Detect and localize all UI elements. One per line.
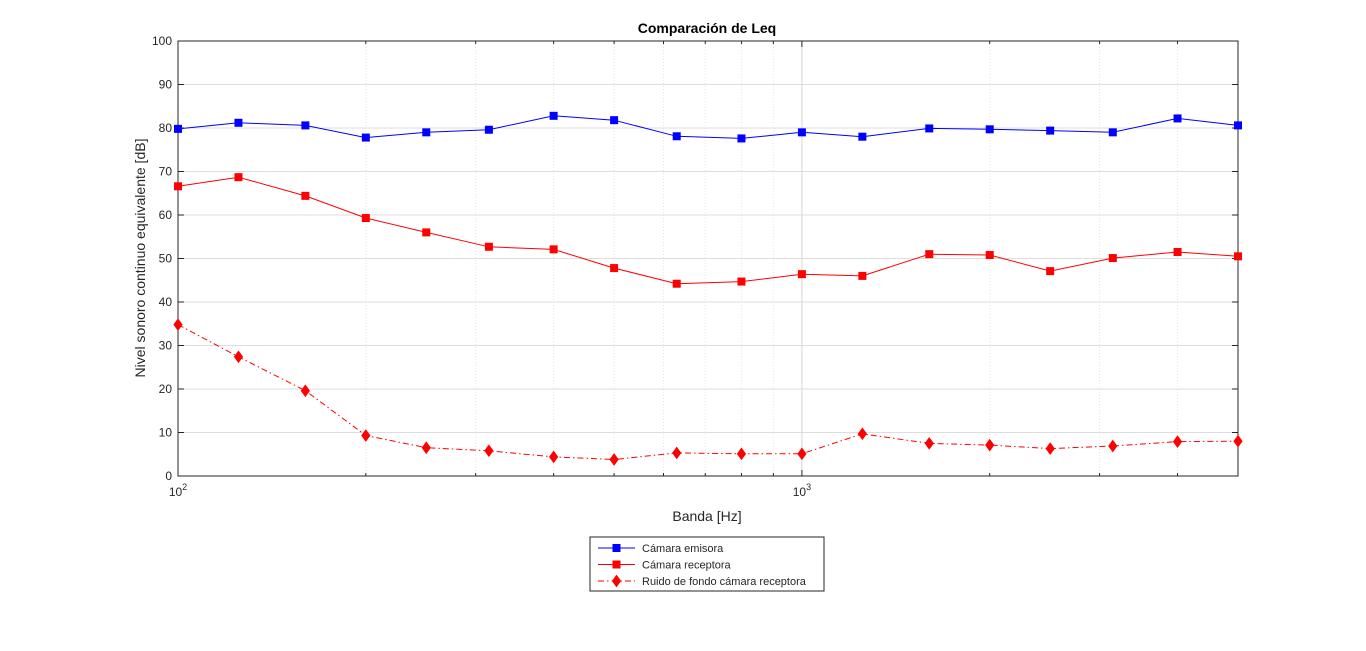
data-point — [857, 427, 867, 441]
data-point — [1045, 442, 1055, 455]
data-point — [737, 134, 746, 143]
y-tick-label: 30 — [159, 339, 173, 353]
data-point — [484, 242, 493, 251]
series-line — [177, 115, 1239, 139]
data-point — [611, 574, 622, 588]
series-line — [177, 176, 1239, 285]
data-point — [736, 447, 747, 461]
data-point — [549, 450, 559, 464]
y-tick-label: 40 — [159, 295, 173, 309]
data-point — [925, 124, 934, 133]
x-tick-label: 103 — [793, 482, 811, 499]
data-point — [549, 111, 558, 120]
y-tick-label: 60 — [159, 208, 173, 222]
data-point — [610, 264, 619, 273]
legend: Cámara emisora Cámara receptora Ruido de f… — [589, 536, 825, 592]
data-point — [1108, 254, 1117, 263]
data-point — [672, 446, 682, 460]
y-tick-label: 100 — [152, 34, 172, 48]
data-point — [1234, 252, 1242, 261]
x-tick-label-exponent: 3 — [806, 482, 811, 492]
y-tick-label: 50 — [159, 252, 173, 266]
data-point — [1233, 434, 1243, 448]
data-point — [797, 447, 807, 461]
data-point — [672, 279, 681, 288]
x-tick-label-base: 10 — [793, 485, 807, 499]
y-tick-label: 90 — [159, 78, 173, 92]
data-point — [233, 350, 244, 364]
data-point — [300, 384, 310, 398]
y-tick-label: 10 — [159, 426, 173, 440]
y-axis-label: Nivel sonoro continuo equivalente [dB] — [132, 139, 148, 378]
data-point — [737, 277, 746, 286]
x-tick-label-base: 10 — [169, 485, 183, 499]
legend-label: Cámara emisora — [642, 543, 724, 555]
y-tick-label: 80 — [159, 121, 173, 135]
data-point — [484, 125, 493, 134]
series-group — [174, 173, 1242, 288]
data-point — [858, 132, 867, 141]
data-point — [1173, 247, 1182, 256]
data-point — [174, 124, 182, 133]
data-point — [1108, 439, 1118, 453]
data-point — [612, 544, 621, 552]
data-point — [549, 245, 558, 254]
data-point — [421, 441, 431, 455]
data-point — [173, 318, 183, 331]
data-point — [422, 128, 431, 137]
data-point — [610, 116, 619, 125]
data-point — [361, 133, 370, 142]
series-group — [174, 111, 1242, 143]
x-tick-label: 102 — [169, 482, 187, 499]
data-point — [361, 429, 371, 442]
y-tick-label: 0 — [165, 469, 172, 483]
x-axis-label: Banda [Hz] — [672, 508, 741, 524]
data-point — [612, 560, 621, 569]
data-point — [985, 438, 995, 452]
data-point — [1046, 126, 1055, 135]
data-point — [174, 182, 182, 191]
chart-title: Comparación de Leq — [638, 20, 776, 36]
data-point — [924, 437, 934, 450]
series-line — [177, 324, 1239, 461]
data-point — [925, 250, 934, 259]
data-point — [1108, 128, 1117, 137]
data-series — [173, 111, 1243, 466]
grid-lines — [178, 41, 1238, 476]
data-point — [301, 191, 310, 200]
y-tick-label: 70 — [159, 165, 173, 179]
data-point — [361, 214, 370, 223]
data-point — [672, 132, 681, 141]
legend-label: Ruido de fondo cámara receptora — [642, 576, 807, 588]
data-point — [858, 271, 867, 280]
x-tick-label-exponent: 2 — [182, 482, 187, 492]
data-point — [1046, 267, 1055, 276]
data-point — [234, 118, 243, 127]
series-group — [173, 318, 1243, 466]
data-point — [1234, 121, 1242, 130]
data-point — [234, 173, 243, 182]
data-point — [1173, 114, 1182, 123]
data-point — [1172, 435, 1183, 448]
y-tick-label: 20 — [159, 382, 173, 396]
data-point — [422, 228, 431, 237]
data-point — [301, 121, 310, 130]
data-point — [797, 128, 806, 137]
legend-label: Cámara receptora — [642, 560, 732, 572]
data-point — [484, 444, 494, 458]
data-point — [797, 270, 806, 279]
data-point — [985, 251, 994, 260]
data-point — [609, 453, 619, 466]
data-point — [985, 125, 994, 134]
